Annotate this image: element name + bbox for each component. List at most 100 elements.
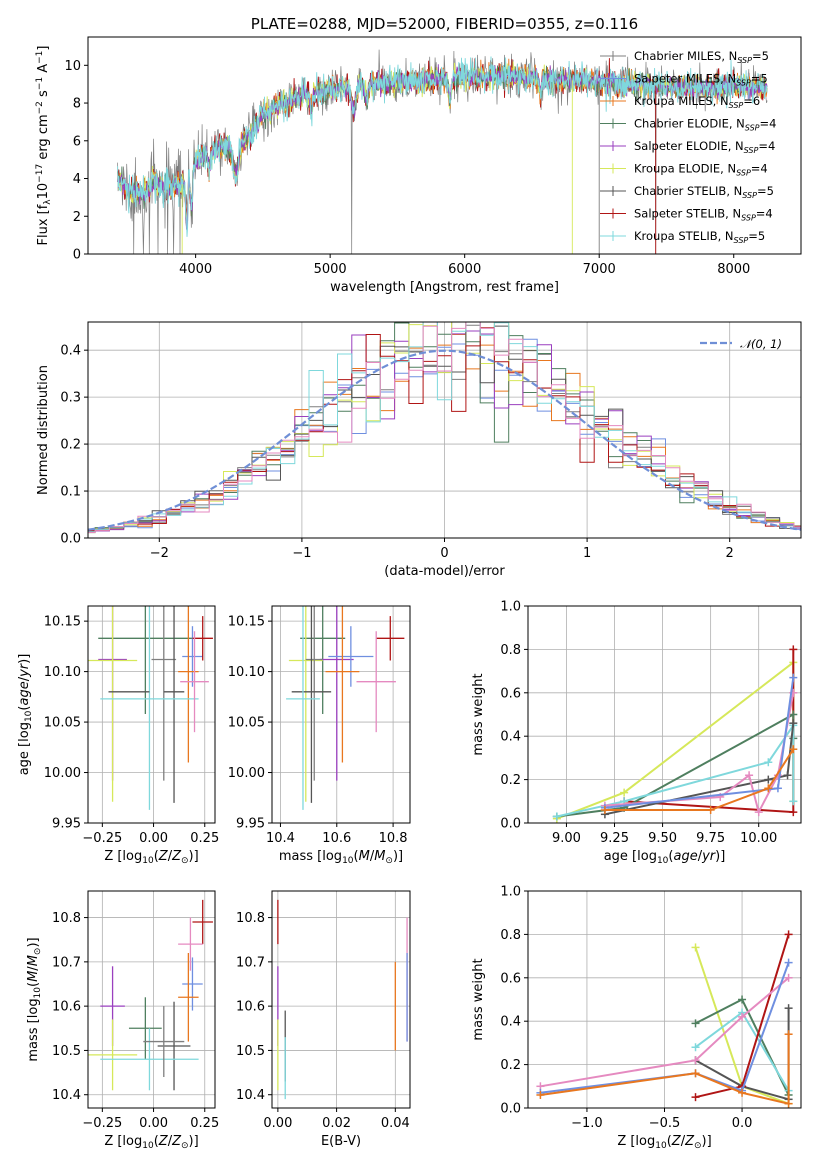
label-part: Z [log bbox=[104, 849, 142, 864]
weight-marker bbox=[691, 1069, 700, 1078]
label-part: wavelength [Angstrom, rest frame] bbox=[330, 280, 559, 295]
x-tick-label: 0.04 bbox=[381, 1116, 410, 1131]
y-tick-label: 9.95 bbox=[52, 817, 81, 832]
label-part: Z bbox=[158, 1134, 169, 1149]
weight-marker bbox=[789, 797, 798, 806]
legend-label: Chabrier MILES, NSSP=5 bbox=[634, 49, 769, 65]
y-tick-label: 2 bbox=[73, 210, 81, 225]
label-part: Z [log bbox=[617, 1134, 655, 1149]
y-tick-label: 0.2 bbox=[500, 773, 521, 788]
errorbar-point bbox=[356, 631, 396, 733]
weight-marker bbox=[552, 812, 561, 821]
errorbar-point bbox=[88, 1019, 138, 1091]
weight-line-kroupa_stelib bbox=[556, 722, 795, 818]
label-part: )] bbox=[393, 849, 403, 864]
legend-sub: SSP bbox=[729, 101, 744, 110]
legend-suffix: =4 bbox=[760, 117, 777, 131]
errorbar-point bbox=[291, 606, 332, 803]
legend-text: Salpeter MILES, N bbox=[634, 72, 736, 86]
y-tick-label: 0.6 bbox=[500, 971, 521, 986]
label-part: ( bbox=[354, 849, 359, 864]
errorbar-point bbox=[286, 606, 320, 810]
panel-mass_weight_vs_Z: −1.0 −0.5 0.00.00.20.40.60.81.0Z [log10(Z/… bbox=[471, 885, 802, 1151]
legend-suffix: =5 bbox=[751, 72, 768, 86]
legend-entry: Kroupa STELIB, NSSP=5 bbox=[600, 229, 765, 245]
legend-label: Kroupa ELODIE, NSSP=4 bbox=[634, 162, 768, 178]
label-part: −1 bbox=[35, 51, 45, 64]
label-part: Z bbox=[171, 849, 182, 864]
x-tick-label: 0.25 bbox=[190, 1116, 219, 1131]
label-part: / bbox=[168, 849, 173, 864]
label-part: ( bbox=[154, 1134, 159, 1149]
errorbar-point bbox=[151, 606, 177, 781]
label-part: Z bbox=[684, 1134, 695, 1149]
legend-label: Kroupa MILES, NSSP=6 bbox=[634, 94, 760, 110]
spectrum-xlabel: wavelength [Angstrom, rest frame] bbox=[330, 280, 559, 295]
weight-marker bbox=[764, 775, 773, 784]
x-tick-label: 2 bbox=[726, 546, 734, 561]
label-part: Z bbox=[171, 1134, 182, 1149]
axes-frame bbox=[271, 605, 411, 824]
weight-line-salpeter_miles bbox=[540, 962, 790, 1094]
label-part: ⊙ bbox=[33, 948, 43, 956]
weight-marker bbox=[789, 710, 798, 719]
axes-frame bbox=[87, 36, 802, 255]
legend-entry: Kroupa MILES, NSSP=6 bbox=[600, 94, 760, 110]
panel-residuals: −2 −1 0 1 2 0.0 0.1 0.2 0.3 0.4 (data-model)/error… bbox=[36, 321, 802, 579]
weight-marker bbox=[784, 930, 793, 939]
label-part: Z [log bbox=[104, 1134, 142, 1149]
legend-entry: Chabrier MILES, NSSP=5 bbox=[600, 49, 769, 65]
panel-age_vs_mass: 10.4 10.6 10.8 9.95 10.00 10.05 10.10 10.15 mass… bbox=[228, 605, 411, 866]
plot-area bbox=[277, 899, 408, 1100]
label-part: / bbox=[370, 849, 375, 864]
weight-marker bbox=[738, 1088, 747, 1097]
x-tick-label: −0.25 bbox=[82, 1116, 122, 1131]
legend-suffix: =5 bbox=[748, 229, 765, 243]
label-part: age bbox=[17, 681, 32, 705]
label-part: )] bbox=[715, 849, 725, 864]
y-tick-label: 10.6 bbox=[52, 1000, 81, 1015]
y-tick-label: 10.5 bbox=[52, 1044, 81, 1059]
legend-suffix: =5 bbox=[752, 49, 769, 63]
weight-line-kroupa_miles bbox=[604, 748, 795, 811]
plot-area bbox=[552, 645, 798, 823]
y-tick-label: 10.10 bbox=[228, 665, 265, 680]
label-part: s bbox=[36, 90, 51, 101]
label-part: / bbox=[698, 849, 703, 864]
legend-suffix: =6 bbox=[743, 94, 760, 108]
label-part: yr bbox=[701, 849, 717, 864]
y-tick-label: 0.1 bbox=[60, 485, 81, 500]
y-tick-label: 9.95 bbox=[236, 817, 265, 832]
label-part: / bbox=[168, 1134, 173, 1149]
label-part: 10 bbox=[24, 710, 34, 722]
y-tick-label: 0.8 bbox=[500, 928, 521, 943]
x-tick-label: −0.5 bbox=[649, 1116, 681, 1131]
weight-marker bbox=[789, 673, 798, 682]
legend-text: Kroupa MILES, N bbox=[634, 94, 729, 108]
x-tick-label: 0 bbox=[440, 546, 448, 561]
legend-sub: SSP bbox=[736, 79, 751, 88]
legend-label: Kroupa STELIB, NSSP=5 bbox=[634, 229, 765, 245]
gaussian-curve bbox=[88, 349, 801, 531]
legend-label: 𝒩(0, 1) bbox=[740, 337, 782, 351]
label-part: )] bbox=[17, 654, 32, 664]
legend-sub: SSP bbox=[741, 214, 756, 223]
panel-mass_vs_ebv: 0.00 0.02 0.04 10.4 10.5 10.6 10.7 10.8 E(B-V) bbox=[236, 890, 411, 1149]
x-tick-label: 4000 bbox=[179, 262, 212, 277]
weight-marker bbox=[536, 1090, 545, 1099]
y-tick-label: 1.0 bbox=[500, 885, 521, 900]
label-part: M bbox=[359, 849, 370, 864]
y-tick-label: 10.7 bbox=[52, 955, 81, 970]
label-part: age [log bbox=[604, 849, 657, 864]
spectrum-ylabel: Flux [fλ10−17 erg cm−2 s−1 A−1] bbox=[35, 46, 53, 246]
y-tick-label: 0.2 bbox=[500, 1058, 521, 1073]
errorbar-point bbox=[288, 606, 323, 802]
errorbar-point bbox=[128, 997, 162, 1060]
weight-marker bbox=[784, 1030, 793, 1039]
label-part: M bbox=[374, 849, 385, 864]
axes-frame bbox=[87, 605, 216, 824]
label-part: ⊙ bbox=[181, 856, 189, 866]
legend-text: Chabrier STELIB, N bbox=[634, 184, 742, 198]
x-tick-label: 10.00 bbox=[740, 831, 777, 846]
